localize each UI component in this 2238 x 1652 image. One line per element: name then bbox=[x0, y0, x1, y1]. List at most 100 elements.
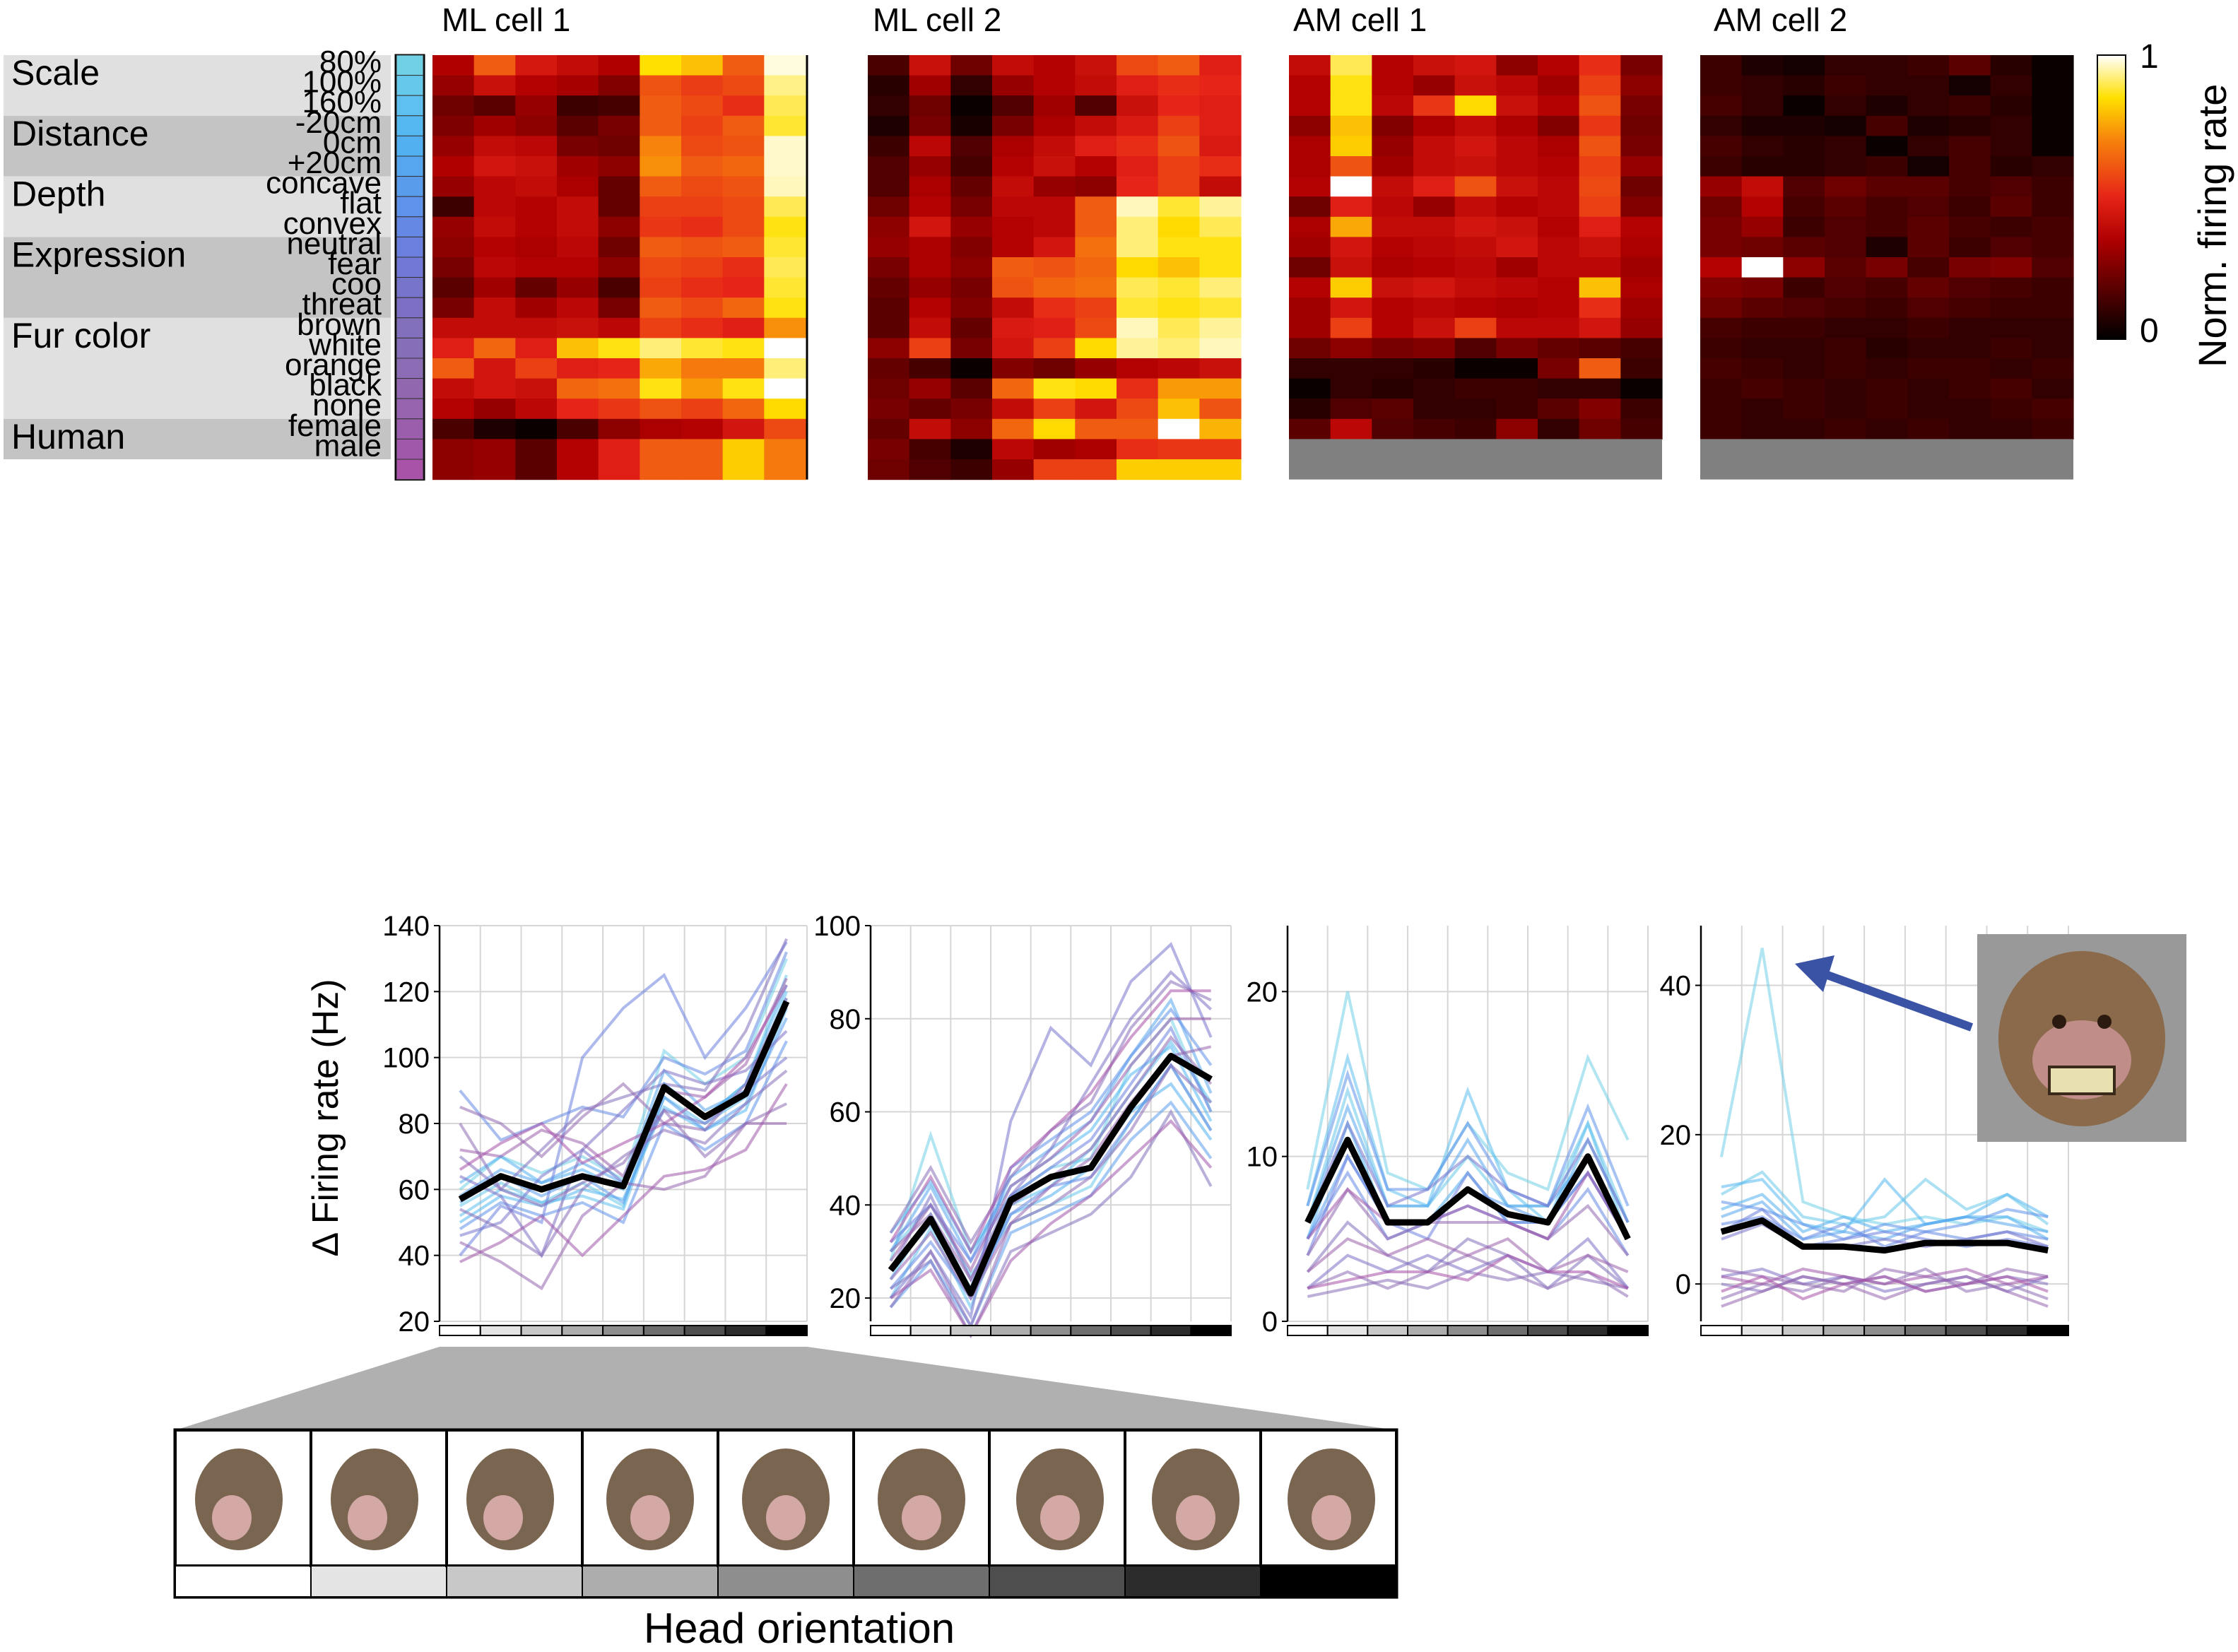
heatmap-cell bbox=[1158, 95, 1200, 117]
heatmap-cell bbox=[1741, 95, 1784, 117]
heatmap-cell bbox=[640, 277, 682, 298]
condition-swatch bbox=[396, 115, 424, 136]
condition-row-label: black bbox=[309, 368, 382, 403]
heatmap-cell bbox=[1075, 358, 1117, 379]
heatmap-cell bbox=[764, 358, 806, 379]
heatmap-cell bbox=[1372, 115, 1414, 136]
condition-swatch bbox=[396, 54, 424, 76]
heatmap-cell bbox=[868, 216, 910, 237]
orientation-bar-cell bbox=[1822, 1325, 1866, 1336]
heatmap-cell bbox=[1990, 216, 2032, 237]
heatmap-cell bbox=[1620, 399, 1663, 420]
heatmap-cell bbox=[2032, 176, 2074, 197]
condition-group-band bbox=[4, 55, 391, 116]
condition-series-line bbox=[889, 1100, 1213, 1329]
heatmap-cell bbox=[1866, 237, 1908, 258]
heatmap-cell bbox=[1700, 196, 1743, 218]
heatmap-cell bbox=[1454, 277, 1497, 298]
heatmap-cell bbox=[1579, 237, 1621, 258]
heatmap-cell bbox=[1330, 136, 1372, 157]
heatmap-cell bbox=[1949, 317, 1991, 338]
heatmap-cell bbox=[1949, 277, 1991, 298]
heatmap-cell bbox=[473, 95, 516, 117]
orientation-bar-cell bbox=[1487, 1325, 1529, 1336]
heatmap-cell bbox=[722, 317, 765, 338]
heatmap-cell bbox=[1700, 237, 1743, 258]
heatmap-cell bbox=[473, 55, 516, 76]
heatmap-cell bbox=[598, 459, 640, 480]
orientation-bar-cell bbox=[1407, 1325, 1449, 1336]
y-tick-label: 100 bbox=[382, 1043, 430, 1074]
heatmap-cell bbox=[868, 75, 910, 96]
heatmap-cell bbox=[1199, 418, 1242, 439]
heatmap-cell bbox=[1866, 399, 1908, 420]
heatmap-cell bbox=[1075, 196, 1117, 218]
condition-series-line bbox=[459, 938, 788, 1191]
heatmap-cell bbox=[1117, 156, 1159, 177]
orientation-bar-cell bbox=[1607, 1325, 1649, 1336]
heatmap-cell bbox=[1413, 338, 1456, 359]
heatmap-cell bbox=[1700, 277, 1743, 298]
heatmap-cell bbox=[1289, 277, 1331, 298]
heatmap-cell bbox=[868, 358, 910, 379]
heatmap-cell bbox=[2032, 418, 2074, 439]
heatmap-cell bbox=[557, 418, 599, 439]
heatmap-cell bbox=[1949, 358, 1991, 379]
line-plot-3: 0 10 20 bbox=[1247, 926, 1649, 1338]
heatmap-cell bbox=[868, 297, 910, 319]
heatmap-cell bbox=[1454, 338, 1497, 359]
heatmap-cell bbox=[1700, 257, 1743, 278]
heatmap-cell bbox=[764, 75, 806, 96]
heatmap-cell bbox=[1289, 358, 1331, 379]
heatmap-cell bbox=[909, 277, 951, 298]
condition-group-name: Scale bbox=[11, 53, 100, 93]
heatmap-cell bbox=[2032, 115, 2074, 136]
heatmap-cell bbox=[868, 317, 910, 338]
heatmap-cell bbox=[992, 439, 1035, 460]
heatmap-cell bbox=[1907, 115, 1950, 136]
heatmap-cell bbox=[1413, 136, 1456, 157]
heatmap-cell bbox=[992, 156, 1035, 177]
heatmap-cell bbox=[1783, 338, 1825, 359]
condition-swatch bbox=[396, 398, 424, 420]
heatmap-cell bbox=[515, 75, 558, 96]
orientation-bar-cell bbox=[1150, 1325, 1192, 1336]
heatmap-cell bbox=[473, 196, 516, 218]
heatmap-cell bbox=[1538, 136, 1580, 157]
orientation-bar-cell bbox=[439, 1325, 481, 1336]
heatmap-cell bbox=[1579, 418, 1621, 439]
heatmap-cell bbox=[2032, 237, 2074, 258]
heatmap-cell bbox=[681, 136, 724, 157]
heatmap-cell bbox=[1413, 317, 1456, 338]
heatmap-cell bbox=[1330, 176, 1372, 197]
monkey-muzzle bbox=[348, 1495, 387, 1540]
heatmap-cell bbox=[1454, 75, 1497, 96]
orientation-bar-cell bbox=[1904, 1325, 1947, 1336]
head-orientation-label: Head orientation bbox=[644, 1605, 955, 1652]
heatmap-cell bbox=[598, 399, 640, 420]
heatmap-cell bbox=[1075, 136, 1117, 157]
heatmap-cell bbox=[1454, 358, 1497, 379]
heatmap-cell bbox=[1783, 196, 1825, 218]
heatmap-cell bbox=[1538, 378, 1580, 399]
heatmap-cell bbox=[1907, 196, 1950, 218]
heatmap-cell bbox=[1579, 75, 1621, 96]
condition-swatch bbox=[396, 337, 424, 359]
heatmap-cell bbox=[432, 196, 475, 218]
heatmap-cell bbox=[432, 338, 475, 359]
heatmap-cell bbox=[909, 257, 951, 278]
heatmap-cell bbox=[1579, 358, 1621, 379]
heatmap-cell bbox=[1866, 196, 1908, 218]
heatmap-cell bbox=[950, 75, 993, 96]
heatmap-cell bbox=[557, 459, 599, 480]
heatmap-cell bbox=[1413, 196, 1456, 218]
heatmap-cell bbox=[1866, 257, 1908, 278]
heatmap-cell bbox=[1538, 196, 1580, 218]
orientation-bar-cell bbox=[909, 1325, 952, 1336]
heatmap-cell bbox=[432, 399, 475, 420]
heatmap-cell bbox=[1990, 418, 2032, 439]
heatmap-cell bbox=[1496, 216, 1538, 237]
heatmap-cell bbox=[557, 115, 599, 136]
heatmap-cell bbox=[1496, 317, 1538, 338]
heatmap-cell bbox=[1990, 156, 2032, 177]
